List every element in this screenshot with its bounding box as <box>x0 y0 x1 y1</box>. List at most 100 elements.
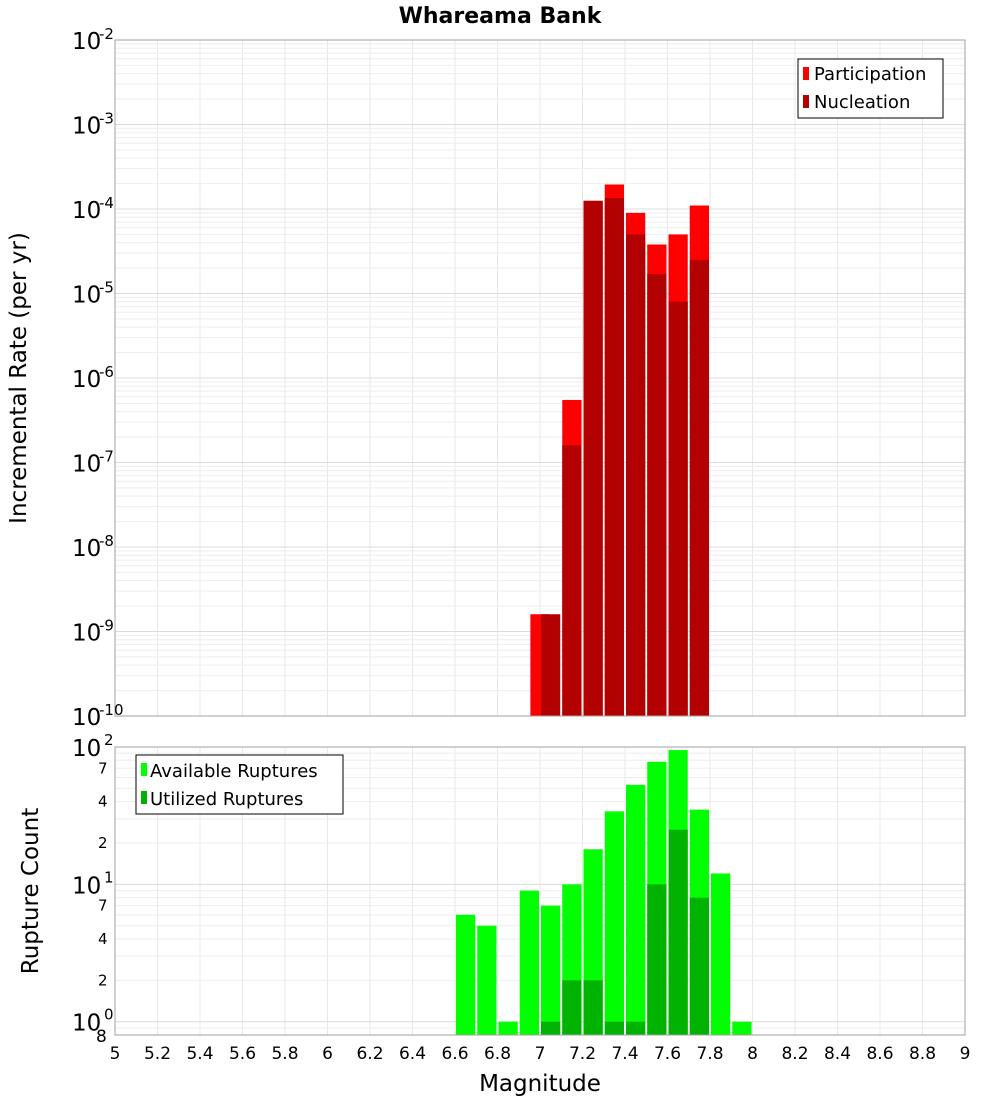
rate-legend-box <box>797 58 944 119</box>
rate-y-tick-label: 10 <box>72 283 101 309</box>
count-y-tick-exponent: 0 <box>104 1006 114 1024</box>
rate-bar-nucleation-2 <box>583 200 603 717</box>
count-bar-available-ruptures-13 <box>732 1021 752 1035</box>
count-bar-utilized-ruptures-3 <box>604 1021 624 1035</box>
count-bar-utilized-ruptures-5 <box>647 884 667 1035</box>
x-tick-label: 9 <box>960 1044 971 1064</box>
rate-y-tick-label: 10 <box>72 367 101 393</box>
count-bar-utilized-ruptures-2 <box>583 980 603 1035</box>
rate-y-tick-label: 10 <box>72 705 101 731</box>
rate-y-tick-exponent: -10 <box>99 701 124 719</box>
x-tick-label: 8.6 <box>866 1044 893 1064</box>
x-tick-label: 6.6 <box>441 1044 468 1064</box>
rate-bar-nucleation-4 <box>626 234 646 717</box>
rate-y-tick-exponent: -9 <box>99 617 114 635</box>
rate-bar-nucleation-3 <box>604 197 624 716</box>
count-bar-utilized-ruptures-7 <box>689 897 709 1035</box>
count-legend: Available Ruptures Utilized Ruptures <box>135 754 344 815</box>
count-y-minor-tick-label: 4 <box>98 793 108 811</box>
rate-y-tick-label: 10 <box>72 198 101 224</box>
count-bars <box>456 750 752 1035</box>
rate-y-tick-label: 10 <box>72 452 101 478</box>
count-y-minor-tick-label: 7 <box>98 897 108 915</box>
count-legend-box <box>135 754 344 815</box>
x-tick-label: 5.6 <box>229 1044 256 1064</box>
count-y-tick-exponent: 2 <box>104 731 114 749</box>
count-x-ticks: 5 5.2 5.4 5.6 5.8 6 6.2 6.4 6.6 6.8 7 7.2 7.4 7.6 7.8 8… <box>110 1044 971 1064</box>
count-y-minor-tick-label: 8 <box>96 1027 107 1047</box>
x-tick-label: 6.4 <box>399 1044 426 1064</box>
count-y-axis-title: Rupture Count <box>18 808 44 974</box>
rate-plot-frame <box>114 39 966 717</box>
x-tick-label: 7 <box>535 1044 546 1064</box>
rate-y-tick-exponent: -2 <box>99 25 114 43</box>
count-bar-available-ruptures-1 <box>477 925 497 1035</box>
count-bar-utilized-ruptures-1 <box>562 980 582 1035</box>
count-bar-available-ruptures-8 <box>626 784 646 1035</box>
count-plot-frame <box>114 746 966 1036</box>
rate-y-tick-exponent: -6 <box>99 363 114 381</box>
count-y-tick-label: 10 <box>72 736 101 762</box>
count-y-minor-tick-label: 2 <box>98 834 108 852</box>
count-bar-available-ruptures-3 <box>519 890 539 1035</box>
count-bar-available-ruptures-12 <box>711 873 731 1035</box>
x-tick-label: 8.4 <box>824 1044 851 1064</box>
count-bar-available-ruptures-0 <box>456 914 476 1035</box>
rate-y-tick-exponent: -3 <box>99 110 114 128</box>
count-bar-utilized-ruptures-4 <box>626 1021 646 1035</box>
x-tick-label: 8.8 <box>909 1044 936 1064</box>
rate-y-tick-exponent: -7 <box>99 448 114 466</box>
rate-bars <box>530 184 709 717</box>
x-tick-label: 7.6 <box>654 1044 681 1064</box>
legend-swatch-utilized-ruptures <box>141 791 147 804</box>
count-y-tick-exponent: 1 <box>104 868 114 886</box>
x-axis-title: Magnitude <box>479 1071 601 1097</box>
legend-swatch-available-ruptures <box>141 763 147 776</box>
count-y-minor-tick-label: 4 <box>98 930 108 948</box>
x-tick-label: 5.4 <box>186 1044 213 1064</box>
x-tick-label: 6 <box>322 1044 333 1064</box>
x-tick-label: 8.2 <box>781 1044 808 1064</box>
x-tick-label: 5.2 <box>144 1044 171 1064</box>
rate-y-axis-title: Incremental Rate (per yr) <box>6 232 32 524</box>
rate-bar-nucleation-0 <box>541 614 561 716</box>
rate-bar-nucleation-1 <box>562 445 582 716</box>
count-y-minor-tick-label: 7 <box>98 759 108 777</box>
rate-y-tick-label: 10 <box>72 536 101 562</box>
x-tick-label: 5.8 <box>271 1044 298 1064</box>
count-y-minor-tick-label: 2 <box>98 971 108 989</box>
x-tick-label: 7.2 <box>569 1044 596 1064</box>
rate-bar-nucleation-7 <box>689 259 709 716</box>
count-bar-utilized-ruptures-6 <box>668 829 688 1035</box>
count-bar-utilized-ruptures-0 <box>541 1021 561 1035</box>
x-tick-label: 8 <box>747 1044 758 1064</box>
legend-swatch-participation <box>803 67 809 80</box>
count-bar-available-ruptures-4 <box>541 905 561 1035</box>
x-tick-label: 6.2 <box>356 1044 383 1064</box>
legend-swatch-nucleation <box>803 95 809 108</box>
count-y-tick-label: 10 <box>72 1011 101 1037</box>
rate-bar-nucleation-5 <box>647 274 667 716</box>
count-bar-available-ruptures-7 <box>604 811 624 1035</box>
rate-legend: Participation Nucleation <box>797 58 944 119</box>
rate-y-tick-exponent: -8 <box>99 532 114 550</box>
legend-label-utilized-ruptures: Utilized Ruptures <box>150 789 303 810</box>
x-tick-label: 6.8 <box>484 1044 511 1064</box>
count-bar-available-ruptures-2 <box>498 1021 518 1035</box>
rate-y-tick-exponent: -4 <box>99 194 114 212</box>
legend-label-nucleation: Nucleation <box>814 92 910 113</box>
chart-title: Whareama Bank <box>399 4 603 29</box>
x-tick-label: 5 <box>110 1044 121 1064</box>
legend-label-participation: Participation <box>814 64 926 85</box>
rate-y-tick-exponent: -5 <box>99 279 114 297</box>
x-tick-label: 7.8 <box>696 1044 723 1064</box>
count-y-tick-label: 10 <box>72 873 101 899</box>
rate-y-tick-label: 10 <box>72 114 101 140</box>
x-tick-label: 7.4 <box>611 1044 638 1064</box>
rate-y-tick-label: 10 <box>72 29 101 55</box>
